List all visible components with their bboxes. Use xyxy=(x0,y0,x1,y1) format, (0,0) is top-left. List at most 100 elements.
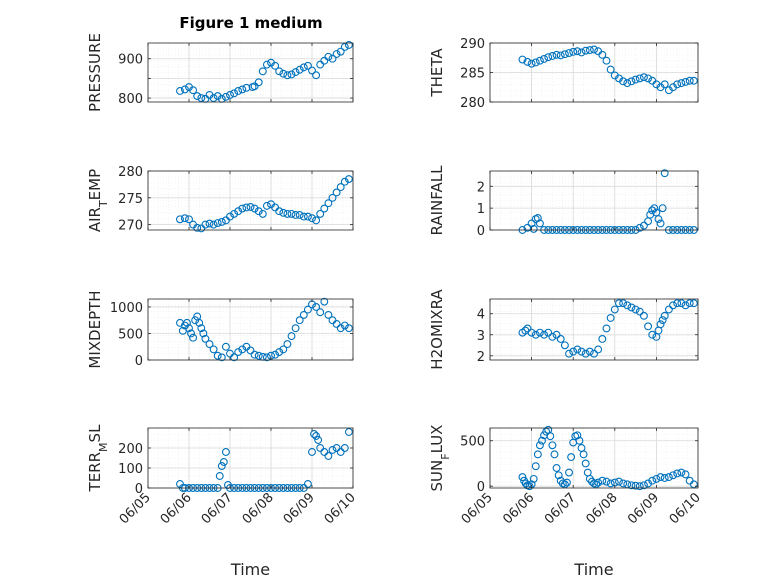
data-point xyxy=(310,430,318,438)
data-point xyxy=(550,450,559,459)
data-point xyxy=(660,169,669,178)
data-point xyxy=(565,468,573,477)
data-point xyxy=(201,334,210,343)
data-point xyxy=(635,482,644,491)
data-point xyxy=(275,67,284,76)
x-tick-label: 06/09 xyxy=(625,490,662,527)
y-tick-label: 3 xyxy=(477,329,485,344)
data-point xyxy=(664,473,673,482)
y-tick-label: 500 xyxy=(460,435,485,450)
data-point xyxy=(615,299,623,308)
data-point xyxy=(291,324,300,333)
data-point xyxy=(560,341,569,350)
subplot-grid: 800 900 PRESSURE 280 285 290 THETA 270 275 280 AIR… xyxy=(86,33,704,579)
data-point xyxy=(250,350,259,359)
data-point xyxy=(631,481,640,490)
data-point xyxy=(533,214,542,222)
y-tick-label: 290 xyxy=(460,37,485,52)
data-point xyxy=(615,477,623,486)
data-point xyxy=(581,459,590,468)
data-point xyxy=(552,50,561,59)
data-point xyxy=(531,58,540,67)
data-point xyxy=(226,90,234,99)
data-point xyxy=(606,479,615,488)
data-point xyxy=(648,330,657,339)
data-point xyxy=(654,215,663,224)
data-point xyxy=(176,87,184,95)
data-point xyxy=(544,328,553,337)
data-point xyxy=(535,441,544,450)
data-point xyxy=(639,311,648,320)
y-tick-label: 0 xyxy=(477,224,485,239)
data-point xyxy=(673,80,682,89)
data-point xyxy=(344,324,353,333)
figure-title: Figure 1 medium xyxy=(179,14,322,32)
data-point xyxy=(230,89,239,98)
data-point xyxy=(271,350,280,359)
data-point xyxy=(344,41,353,49)
y-axis-label: TERRMSL xyxy=(86,424,110,493)
data-point xyxy=(195,318,204,327)
axes-box xyxy=(147,427,354,489)
data-point xyxy=(336,324,345,333)
data-point xyxy=(644,479,653,488)
data-point xyxy=(226,212,234,221)
data-point xyxy=(299,63,308,72)
data-point xyxy=(681,301,690,310)
x-axis-label: Time xyxy=(230,560,270,579)
data-point xyxy=(567,453,576,462)
data-point xyxy=(664,305,673,314)
data-point xyxy=(565,49,573,57)
data-point xyxy=(176,215,184,224)
data-point xyxy=(271,61,280,70)
data-point xyxy=(673,469,682,478)
data-point xyxy=(295,316,304,325)
data-point xyxy=(563,478,571,487)
data-point xyxy=(627,77,636,86)
data-point xyxy=(197,94,206,103)
data-point xyxy=(254,78,263,87)
data-point xyxy=(598,335,607,343)
data-point xyxy=(258,67,267,76)
y-tick-label: 275 xyxy=(118,192,143,207)
data-point xyxy=(531,330,540,339)
data-point xyxy=(183,318,191,327)
data-point xyxy=(221,448,230,456)
data-point xyxy=(627,303,636,312)
data-point xyxy=(238,204,247,213)
data-point xyxy=(324,199,333,208)
data-point xyxy=(332,444,341,452)
y-axis-label: H2OMIXRA xyxy=(428,289,446,370)
subplot-3: 270 275 280 AIRTEMP xyxy=(86,165,354,234)
data-point xyxy=(685,299,694,308)
data-point xyxy=(681,470,690,479)
data-point xyxy=(328,446,337,454)
data-point xyxy=(189,86,198,95)
data-point xyxy=(238,85,247,94)
data-point xyxy=(205,340,214,349)
data-point xyxy=(308,214,316,223)
data-point xyxy=(677,299,686,308)
data-point xyxy=(279,345,288,354)
y-axis-label: SUNFLUX xyxy=(428,425,452,492)
data-point xyxy=(262,201,271,210)
y-tick-label: 2 xyxy=(477,180,485,195)
data-point xyxy=(262,353,271,362)
data-point xyxy=(548,441,557,450)
data-point xyxy=(230,209,239,218)
data-point xyxy=(320,56,329,65)
data-point xyxy=(590,45,598,54)
data-point xyxy=(685,76,694,85)
data-point xyxy=(234,207,243,216)
data-point xyxy=(191,316,200,325)
data-point xyxy=(627,481,636,490)
data-point xyxy=(656,219,665,228)
data-point xyxy=(303,212,312,221)
data-point xyxy=(525,482,534,491)
data-point xyxy=(209,94,218,103)
x-tick-label: 06/07 xyxy=(199,490,236,527)
data-point xyxy=(320,204,329,213)
data-point xyxy=(254,207,263,216)
x-tick-label: 06/08 xyxy=(240,490,277,527)
y-tick-label: 0 xyxy=(135,354,143,369)
